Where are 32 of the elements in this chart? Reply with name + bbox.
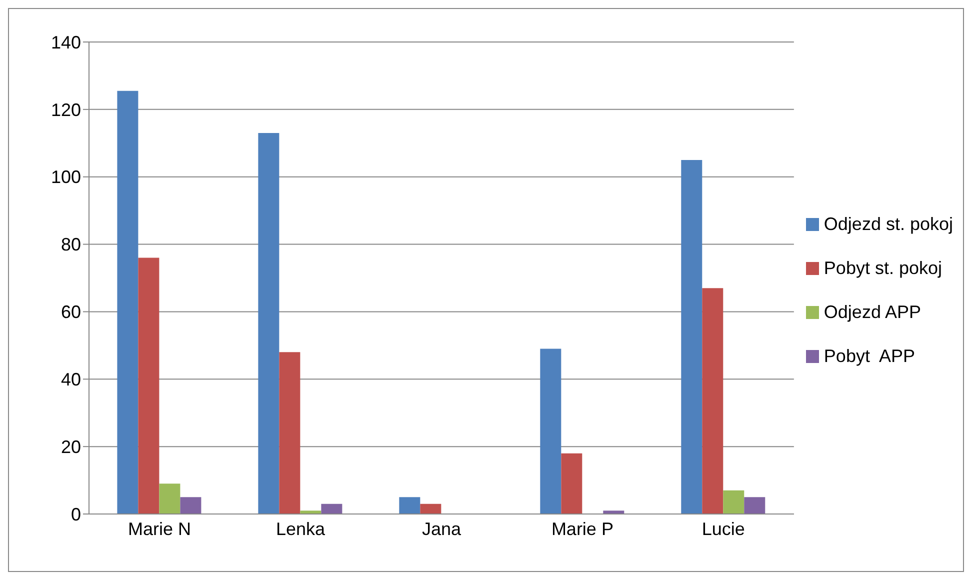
y-tick-label: 80	[60, 234, 81, 255]
y-tick-label: 0	[70, 504, 81, 524]
bar	[258, 133, 280, 514]
x-tick-label: Lenka	[276, 518, 326, 539]
y-tick-label: 120	[50, 100, 81, 120]
legend-label: Pobyt APP	[824, 345, 915, 368]
bar	[138, 258, 160, 514]
legend-label: Odjezd APP	[824, 301, 921, 324]
y-tick-label: 140	[50, 32, 81, 52]
bar	[702, 288, 724, 514]
bar	[321, 504, 342, 514]
y-tick-label: 100	[50, 167, 81, 188]
bar	[744, 497, 766, 514]
y-tick-label: 40	[60, 370, 81, 390]
bar	[681, 160, 702, 514]
x-tick-label: Marie N	[128, 518, 191, 539]
bar	[117, 90, 138, 514]
bar	[723, 490, 744, 514]
bar	[399, 497, 420, 514]
y-tick-label: 60	[60, 302, 81, 322]
bar	[159, 484, 180, 514]
x-tick-label: Lucie	[702, 518, 745, 539]
bar	[540, 348, 562, 514]
bar	[561, 453, 582, 514]
x-tick-label: Jana	[422, 518, 462, 539]
bar	[180, 497, 202, 514]
bar	[279, 352, 300, 514]
bar	[420, 504, 442, 514]
x-tick-label: Marie P	[551, 518, 614, 539]
legend-label: Odjezd st. pokoj	[824, 213, 953, 236]
legend-label: Pobyt st. pokoj	[824, 257, 942, 280]
y-tick-label: 20	[60, 436, 81, 457]
